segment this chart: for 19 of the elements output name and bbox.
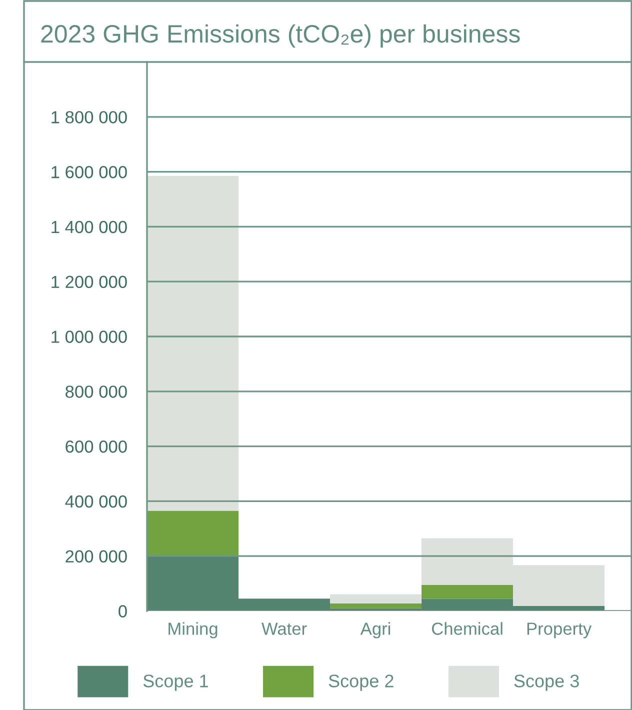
chart-title: 2023 GHG Emissions (tCO₂e) per business: [41, 24, 520, 48]
x-tick-label: Property: [527, 622, 592, 638]
y-tick-label: 800 000: [66, 386, 127, 398]
legend-label: Scope 1: [143, 674, 208, 691]
y-tick-label: 1 800 000: [52, 111, 127, 124]
y-tick-label: 1 000 000: [52, 330, 127, 343]
y-tick-label: 1 400 000: [52, 220, 127, 234]
y-tick-label: 600 000: [66, 440, 127, 453]
y-tick-label: 0: [118, 605, 127, 618]
x-tick-label: Chemical: [432, 622, 502, 635]
y-tick-label: 200 000: [66, 550, 127, 563]
legend-label: Scope 3: [514, 674, 579, 691]
y-tick-label: 400 000: [65, 495, 127, 508]
x-tick-label: Agri: [360, 622, 390, 638]
legend-label: Scope 2: [328, 674, 394, 691]
y-tick-label: 1 200 000: [52, 276, 127, 288]
x-tick-label: Mining: [168, 622, 218, 638]
x-tick-label: Water: [262, 622, 307, 635]
y-tick-label: 1 600 000: [52, 166, 127, 178]
